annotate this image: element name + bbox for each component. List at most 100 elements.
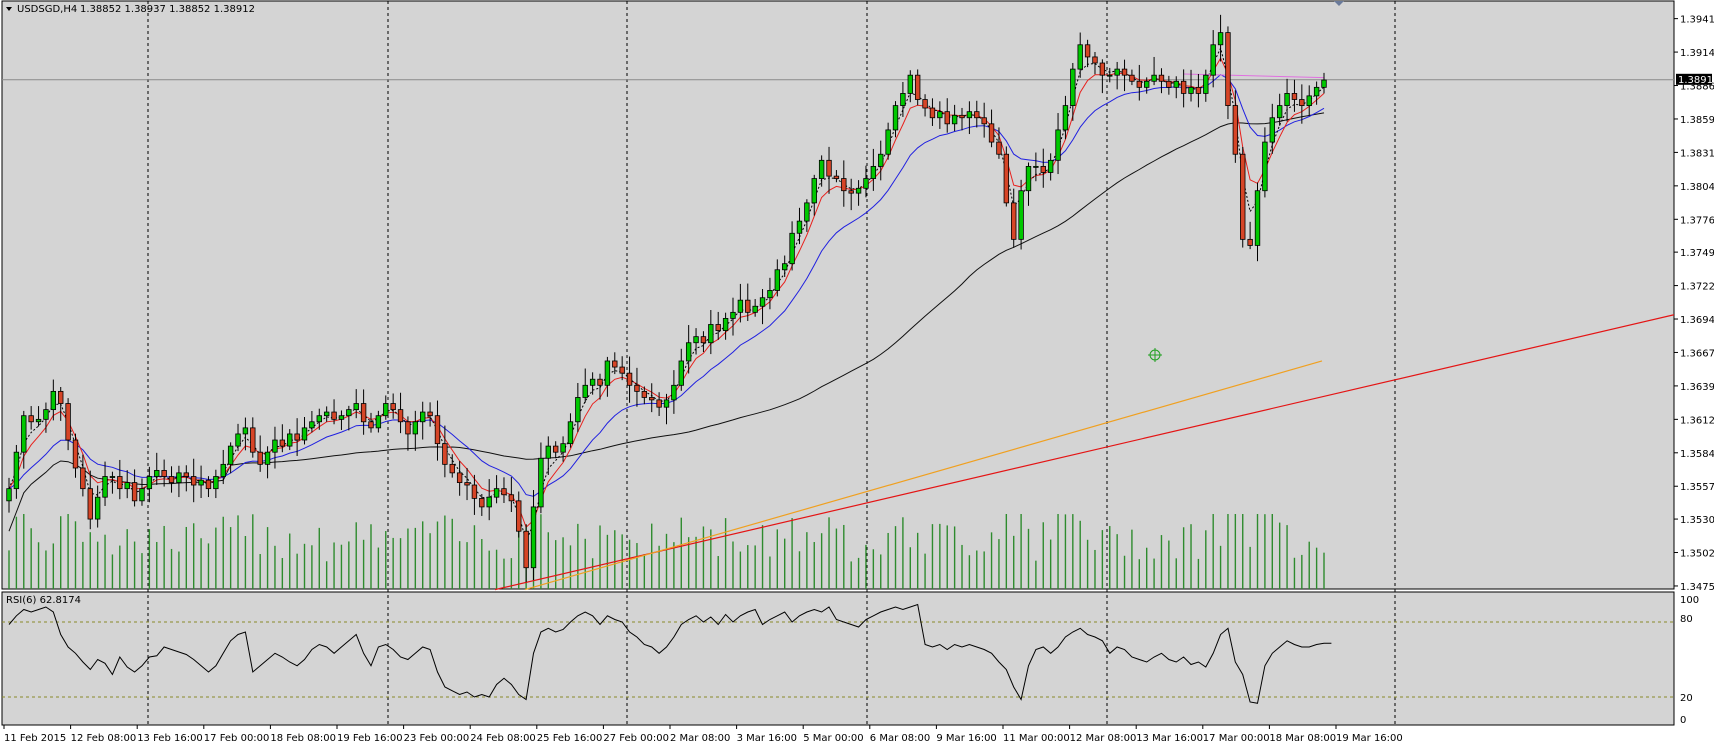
bear-candle bbox=[397, 409, 404, 423]
bull-candle bbox=[582, 384, 588, 398]
bear-candle bbox=[1247, 238, 1253, 246]
bull-candle bbox=[560, 443, 566, 453]
bear-candle bbox=[501, 488, 507, 496]
bull-candle bbox=[21, 415, 27, 453]
bear-candle bbox=[959, 114, 965, 119]
bull-candle bbox=[198, 479, 204, 486]
bull-candle bbox=[1306, 95, 1312, 106]
bull-candle bbox=[94, 496, 101, 520]
price-axis: 1.39415 1.39140 1.38865 1.38590 1.38315 1.380… bbox=[2, 15, 1714, 593]
bear-candle bbox=[205, 479, 212, 490]
bear-candle bbox=[1180, 80, 1187, 94]
bear-candle bbox=[279, 439, 286, 447]
bull-candle bbox=[1033, 165, 1039, 168]
bear-candle bbox=[1136, 80, 1142, 88]
bull-candle bbox=[1217, 32, 1224, 46]
trendline-red bbox=[494, 314, 1675, 591]
rsi-label: RSI(6) 62.8174 bbox=[6, 595, 81, 606]
y-tick-label: 1.38040 bbox=[1680, 182, 1714, 193]
bull-candle bbox=[154, 470, 160, 477]
bear-candle bbox=[405, 421, 411, 435]
bear-candle bbox=[700, 336, 707, 344]
bull-candle bbox=[937, 111, 943, 119]
bear-candle bbox=[257, 451, 263, 465]
y-tick-label: 1.38865 bbox=[1680, 82, 1714, 93]
bull-candle bbox=[966, 111, 973, 119]
trendlines bbox=[494, 314, 1675, 591]
bear-candle bbox=[649, 397, 655, 401]
bull-candle bbox=[1269, 117, 1275, 143]
bear-candle bbox=[1240, 153, 1246, 240]
current-price-badge: 1.38912 bbox=[1678, 75, 1714, 86]
bull-candle bbox=[878, 153, 884, 167]
bull-candle bbox=[486, 496, 492, 508]
trendline-orange bbox=[524, 360, 1323, 591]
bull-candle bbox=[863, 178, 869, 189]
bear-candle bbox=[360, 403, 367, 423]
y-tick-label: 1.36670 bbox=[1680, 348, 1714, 359]
bear-candle bbox=[87, 488, 93, 520]
bull-candle bbox=[375, 415, 382, 429]
bull-candle bbox=[900, 93, 906, 106]
bear-candle bbox=[390, 403, 396, 411]
bear-candle bbox=[1195, 86, 1202, 94]
bull-candle bbox=[1151, 74, 1157, 82]
bull-candle bbox=[1262, 141, 1268, 192]
x-tick-label: 3 Mar 16:00 bbox=[737, 733, 797, 744]
bull-candle bbox=[796, 220, 803, 234]
bull-candle bbox=[892, 105, 899, 131]
bull-candle bbox=[907, 74, 913, 94]
ma-magenta-line bbox=[1183, 73, 1325, 79]
bear-candle bbox=[1099, 62, 1106, 76]
bull-candle bbox=[264, 451, 271, 465]
bear-candle bbox=[456, 472, 463, 483]
y-tick-label: 1.39140 bbox=[1680, 48, 1714, 59]
bull-candle bbox=[1018, 190, 1024, 240]
bull-candle bbox=[730, 311, 736, 319]
rsi-indicator bbox=[2, 603, 1674, 704]
x-tick-label: 17 Mar 00:00 bbox=[1203, 733, 1270, 744]
bull-candle bbox=[567, 421, 574, 445]
bull-candle bbox=[774, 269, 781, 291]
bear-candle bbox=[250, 427, 256, 453]
rsi-scale-0: 0 bbox=[1680, 715, 1686, 726]
x-tick-label: 11 Mar 00:00 bbox=[1003, 733, 1070, 744]
bull-candle bbox=[353, 403, 359, 411]
bull-candle bbox=[1025, 165, 1032, 192]
bull-candle bbox=[789, 232, 795, 265]
bear-candle bbox=[848, 190, 854, 194]
x-tick-label: 25 Feb 16:00 bbox=[537, 733, 603, 744]
bull-candle bbox=[124, 482, 130, 490]
x-tick-label: 12 Feb 08:00 bbox=[71, 733, 137, 744]
bear-candle bbox=[634, 384, 640, 392]
bull-candle bbox=[1047, 159, 1054, 173]
bull-candle bbox=[1203, 74, 1209, 94]
bear-candle bbox=[944, 111, 950, 125]
bear-candle bbox=[981, 117, 987, 125]
bear-candle bbox=[161, 470, 167, 477]
bear-candle bbox=[1232, 105, 1239, 155]
scroll-marker-icon[interactable] bbox=[1334, 1, 1344, 6]
bull-candle bbox=[1114, 68, 1120, 76]
crosshair-marker-icon[interactable] bbox=[1148, 348, 1162, 362]
y-tick-label: 1.35300 bbox=[1680, 515, 1714, 526]
bear-candle bbox=[1291, 93, 1298, 100]
y-tick-label: 1.34750 bbox=[1680, 582, 1714, 593]
bull-candle bbox=[782, 263, 788, 271]
symbol-dropdown-icon[interactable] bbox=[6, 7, 12, 11]
bull-candle bbox=[1321, 79, 1327, 88]
bear-candle bbox=[449, 463, 455, 474]
bear-candle bbox=[833, 175, 840, 179]
bear-candle bbox=[841, 178, 847, 192]
bull-candle bbox=[870, 165, 877, 179]
bear-candle bbox=[28, 415, 34, 423]
bear-candle bbox=[612, 360, 618, 368]
bull-candle bbox=[1173, 80, 1179, 88]
bull-candle bbox=[50, 390, 57, 411]
y-tick-label: 1.39415 bbox=[1680, 15, 1714, 26]
bull-candle bbox=[604, 360, 611, 386]
bear-candle bbox=[191, 476, 197, 486]
bear-candle bbox=[929, 107, 936, 119]
bear-candle bbox=[1084, 44, 1091, 58]
bull-candle bbox=[316, 415, 322, 423]
